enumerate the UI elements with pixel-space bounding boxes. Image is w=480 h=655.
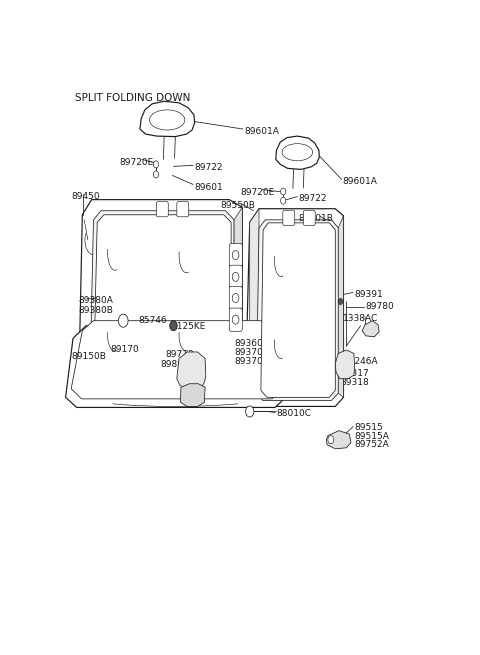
Circle shape: [119, 314, 128, 328]
Polygon shape: [362, 321, 379, 337]
Polygon shape: [71, 321, 283, 399]
FancyBboxPatch shape: [229, 265, 242, 288]
Circle shape: [232, 293, 239, 303]
Text: 89550B: 89550B: [220, 200, 255, 210]
Circle shape: [232, 315, 239, 324]
Polygon shape: [326, 430, 351, 449]
Polygon shape: [90, 211, 234, 396]
Polygon shape: [276, 136, 319, 170]
Circle shape: [281, 188, 286, 195]
Text: 89370B: 89370B: [235, 348, 270, 357]
Polygon shape: [177, 352, 206, 389]
Text: 89601: 89601: [194, 183, 223, 191]
Text: 89360A: 89360A: [235, 339, 270, 348]
Polygon shape: [180, 384, 205, 406]
Text: 89722: 89722: [298, 194, 326, 203]
Polygon shape: [335, 350, 355, 379]
Text: 89380A: 89380A: [79, 296, 113, 305]
Text: 88010C: 88010C: [276, 409, 312, 418]
FancyBboxPatch shape: [177, 202, 189, 217]
Circle shape: [281, 197, 286, 204]
Polygon shape: [234, 207, 242, 391]
Text: 89318: 89318: [340, 378, 369, 386]
Text: 89601A: 89601A: [244, 127, 279, 136]
Circle shape: [170, 321, 177, 331]
Text: 89391: 89391: [354, 290, 383, 299]
Text: 89246A: 89246A: [344, 357, 378, 366]
Text: 89710: 89710: [165, 350, 193, 360]
FancyBboxPatch shape: [156, 202, 168, 217]
Text: 89317: 89317: [340, 369, 369, 378]
Text: 89601A: 89601A: [343, 178, 378, 187]
FancyBboxPatch shape: [229, 308, 242, 331]
FancyBboxPatch shape: [229, 286, 242, 310]
Polygon shape: [338, 215, 344, 398]
Text: 89780: 89780: [365, 302, 394, 311]
Text: 89150B: 89150B: [71, 352, 106, 361]
Polygon shape: [256, 220, 338, 400]
Circle shape: [154, 161, 158, 168]
Text: 1338AC: 1338AC: [343, 314, 378, 323]
FancyBboxPatch shape: [303, 210, 315, 225]
Polygon shape: [79, 200, 242, 402]
Text: 89752A: 89752A: [354, 440, 389, 449]
Polygon shape: [66, 326, 287, 407]
Polygon shape: [250, 209, 259, 399]
Text: 85746: 85746: [138, 316, 167, 325]
Ellipse shape: [149, 110, 185, 130]
Text: 89370F: 89370F: [235, 357, 269, 366]
Polygon shape: [94, 215, 231, 392]
Text: 89720E: 89720E: [120, 158, 154, 167]
Circle shape: [328, 436, 334, 443]
Text: 89722: 89722: [194, 163, 222, 172]
Polygon shape: [245, 209, 344, 406]
FancyBboxPatch shape: [283, 210, 295, 225]
Text: 89515A: 89515A: [354, 432, 389, 441]
Text: 89380B: 89380B: [79, 306, 113, 314]
Text: SPLIT FOLDING DOWN: SPLIT FOLDING DOWN: [75, 93, 190, 103]
Text: 89515: 89515: [354, 423, 383, 432]
Text: 89501B: 89501B: [298, 214, 333, 223]
Text: 89861B: 89861B: [160, 360, 195, 369]
Circle shape: [338, 299, 343, 305]
Polygon shape: [140, 102, 195, 137]
Text: 1125KE: 1125KE: [172, 322, 206, 331]
FancyBboxPatch shape: [229, 244, 242, 267]
Text: 89720E: 89720E: [240, 187, 275, 196]
Circle shape: [232, 272, 239, 282]
Text: 89170: 89170: [110, 345, 139, 354]
Polygon shape: [261, 223, 335, 398]
Ellipse shape: [282, 143, 312, 161]
Circle shape: [246, 406, 254, 417]
Circle shape: [154, 171, 158, 178]
Text: 89450: 89450: [71, 192, 100, 201]
Circle shape: [232, 251, 239, 259]
